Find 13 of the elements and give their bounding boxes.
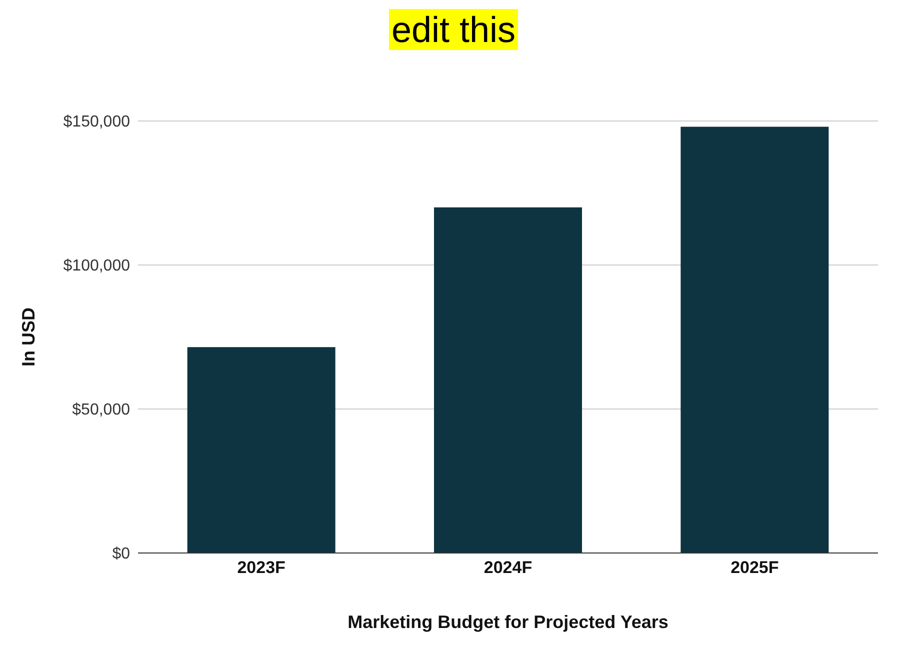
y-axis-title: In USD	[18, 307, 38, 367]
bar	[434, 207, 582, 553]
y-tick-label: $50,000	[72, 402, 130, 419]
y-tick-label: $0	[112, 546, 130, 563]
x-axis-title: Marketing Budget for Projected Years	[348, 612, 668, 632]
x-tick-label: 2023F	[237, 558, 286, 578]
chart-title: edit this	[389, 9, 518, 50]
bar	[680, 126, 829, 553]
bar	[187, 347, 336, 553]
y-tick-label: $100,000	[63, 258, 130, 275]
x-tick-label: 2025F	[730, 558, 779, 578]
y-tick-label: $150,000	[63, 114, 130, 131]
x-tick-label: 2024F	[484, 558, 532, 578]
